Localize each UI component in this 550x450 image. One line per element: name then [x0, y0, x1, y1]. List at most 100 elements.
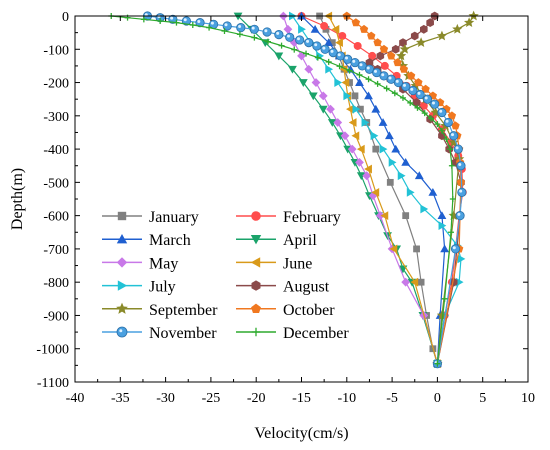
data-point-marker — [448, 162, 455, 169]
data-point-marker — [297, 51, 306, 61]
data-point-marker — [298, 79, 308, 87]
data-point-marker — [314, 54, 321, 61]
data-point-highlight — [314, 43, 318, 47]
data-point-marker — [341, 78, 350, 87]
data-point-marker — [355, 158, 364, 167]
data-point-marker — [384, 131, 394, 140]
data-point-marker — [365, 58, 374, 67]
data-point-highlight — [345, 56, 349, 60]
data-point-highlight — [459, 189, 463, 193]
data-point-marker — [206, 24, 213, 31]
data-point-marker — [373, 38, 382, 47]
data-point-marker — [374, 80, 381, 87]
legend-label: March — [149, 232, 191, 249]
legend-item-may: May — [102, 255, 178, 272]
data-point-marker — [328, 39, 336, 47]
y-tick-label: -200 — [43, 77, 69, 92]
x-tick-label: 10 — [521, 391, 535, 406]
data-point-marker — [364, 164, 372, 174]
data-point-marker — [449, 131, 459, 141]
data-point-marker — [406, 71, 416, 80]
data-point-highlight — [322, 46, 326, 50]
y-tick-label: -100 — [43, 43, 69, 58]
legend-label: June — [283, 255, 312, 272]
data-point-marker — [421, 110, 428, 117]
data-point-marker — [116, 302, 128, 314]
data-point-marker — [368, 51, 377, 60]
data-point-marker — [426, 114, 434, 124]
data-point-marker — [356, 172, 366, 181]
data-point-marker — [346, 104, 354, 114]
data-point-marker — [406, 187, 415, 197]
y-tick-label: -700 — [43, 243, 69, 258]
legend-label: January — [149, 209, 199, 226]
axis-layer: -40 -35 -30 -25 -20 -15 -10 -5 0 5 10 0 -100 -200 -300… — [36, 10, 535, 406]
data-point-marker — [401, 277, 411, 287]
data-point-marker — [372, 145, 380, 153]
data-point-marker — [447, 229, 454, 236]
x-tick-label: -5 — [386, 391, 398, 406]
data-point-marker — [383, 85, 390, 92]
data-point-marker — [236, 31, 243, 38]
data-point-marker — [140, 16, 147, 23]
data-point-marker — [295, 35, 305, 45]
data-point-marker — [387, 51, 396, 60]
data-point-highlight — [306, 39, 310, 43]
data-point-marker — [379, 44, 389, 53]
data-point-marker — [339, 64, 348, 74]
legend-label: August — [283, 279, 330, 296]
data-point-marker — [414, 104, 421, 111]
legend-label: July — [149, 279, 176, 296]
data-point-highlight — [431, 101, 435, 105]
data-point-marker — [421, 84, 430, 93]
data-point-marker — [457, 187, 467, 197]
y-tick-label: -1000 — [36, 343, 69, 358]
data-point-marker — [437, 107, 447, 118]
data-point-marker — [338, 31, 347, 40]
legend-item-june: June — [236, 255, 312, 272]
data-point-marker — [419, 101, 428, 110]
x-tick-label: 5 — [479, 391, 486, 406]
data-point-marker — [437, 211, 447, 220]
data-point-marker — [399, 64, 409, 73]
data-point-marker — [250, 257, 261, 268]
data-point-marker — [334, 78, 343, 87]
data-point-marker — [457, 254, 466, 264]
legend-label: December — [283, 325, 349, 342]
data-point-marker — [391, 90, 398, 97]
data-point-marker — [157, 17, 164, 24]
data-point-marker — [116, 257, 128, 268]
data-point-marker — [351, 18, 361, 27]
data-point-marker — [419, 24, 428, 34]
data-point-highlight — [445, 119, 449, 123]
data-point-highlight — [388, 76, 392, 80]
data-point-highlight — [224, 23, 228, 27]
legend-item-september: September — [102, 302, 218, 319]
data-point-marker — [426, 18, 434, 28]
data-point-marker — [117, 280, 128, 291]
data-point-marker — [352, 104, 361, 114]
data-point-marker — [312, 41, 322, 51]
data-point-marker — [388, 158, 397, 167]
data-point-marker — [451, 121, 460, 130]
legend-item-october: October — [236, 302, 335, 319]
data-point-marker — [351, 131, 360, 141]
data-point-highlight — [402, 83, 406, 87]
data-point-marker — [365, 76, 372, 83]
data-point-marker — [401, 158, 411, 166]
data-point-marker — [422, 94, 433, 104]
legend-label: October — [283, 302, 335, 319]
data-point-highlight — [210, 21, 214, 25]
legend-label: May — [149, 255, 178, 272]
data-point-marker — [364, 91, 373, 100]
data-point-marker — [399, 43, 410, 54]
legend-item-august: August — [236, 279, 330, 296]
data-point-marker — [251, 211, 261, 221]
data-point-marker — [393, 58, 402, 67]
y-tick-label: -1100 — [37, 376, 69, 391]
legend-item-february: February — [236, 209, 341, 226]
data-point-marker — [420, 204, 429, 214]
data-point-marker — [412, 98, 421, 107]
x-tick-label: -10 — [337, 391, 356, 406]
